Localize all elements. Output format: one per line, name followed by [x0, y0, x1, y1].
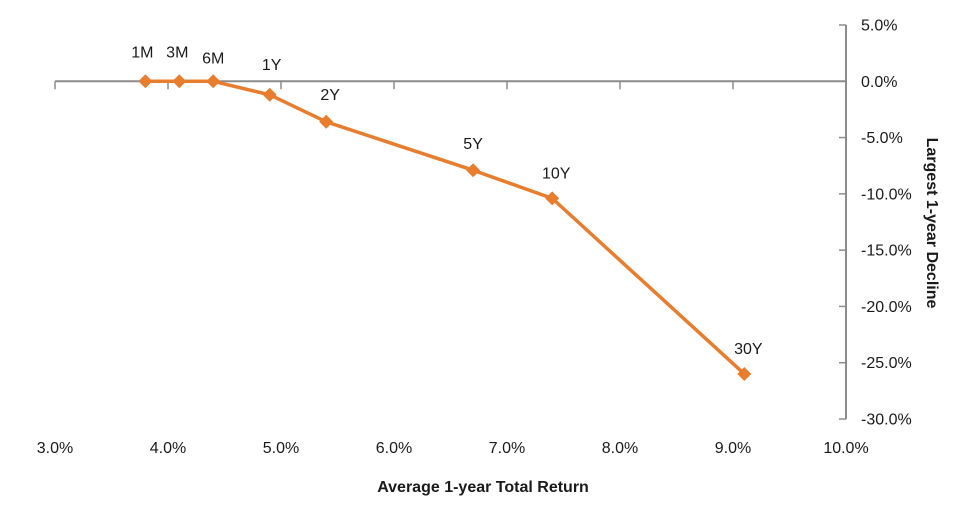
x-tick-label: 3.0% [37, 440, 73, 457]
data-point-marker-1M [138, 74, 153, 89]
data-point-label-5Y: 5Y [463, 136, 483, 153]
y-axis-title: Largest 1-year Decline [923, 137, 940, 309]
data-point-label-3M: 3M [166, 44, 188, 61]
y-tick-label: -20.0% [861, 299, 912, 316]
data-point-marker-2Y [319, 114, 334, 129]
y-tick-label: -10.0% [861, 186, 912, 203]
data-point-label-1M: 1M [131, 44, 153, 61]
y-tick-label: 0.0% [861, 74, 897, 91]
series-line [145, 79, 746, 376]
data-point-marker-30Y [737, 366, 752, 381]
data-point-marker-6M [206, 74, 221, 89]
x-tick-label: 7.0% [489, 440, 525, 457]
data-point-marker-3M [172, 74, 187, 89]
data-point-label-2Y: 2Y [320, 87, 340, 104]
y-tick-label: -15.0% [861, 243, 912, 260]
y-tick-label: -25.0% [861, 355, 912, 372]
y-tick-label: -5.0% [861, 130, 903, 147]
data-point-marker-10Y [545, 191, 560, 206]
data-point-label-6M: 6M [202, 50, 224, 67]
x-tick-label: 8.0% [602, 440, 638, 457]
y-tick-label: -30.0% [861, 412, 912, 429]
y-tick-label: 5.0% [861, 18, 897, 35]
x-tick-label: 4.0% [150, 440, 186, 457]
data-point-marker-1Y [262, 87, 277, 102]
data-point-marker-5Y [466, 163, 481, 178]
x-tick-label: 5.0% [263, 440, 299, 457]
data-point-label-10Y: 10Y [542, 165, 571, 182]
x-tick-label: 6.0% [376, 440, 412, 457]
x-axis-title: Average 1-year Total Return [377, 479, 589, 496]
data-point-label-30Y: 30Y [734, 341, 763, 358]
data-point-label-1Y: 1Y [262, 57, 282, 74]
x-tick-label: 9.0% [715, 440, 751, 457]
x-tick-label: 10.0% [823, 440, 868, 457]
